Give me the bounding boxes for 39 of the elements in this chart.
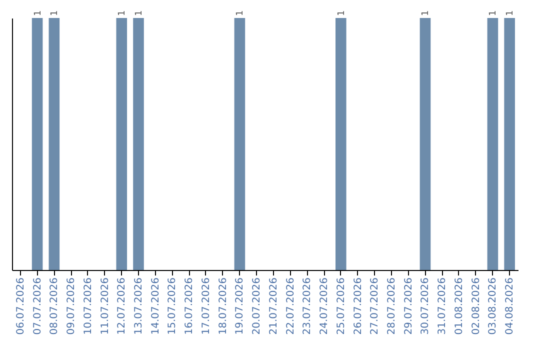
x-tick-label: 28.07.2026 xyxy=(386,278,398,335)
data-label: 1 xyxy=(118,10,128,16)
x-tick-label: 01.08.2026 xyxy=(454,278,465,335)
x-tick-label: 26.07.2026 xyxy=(352,278,364,335)
x-tick-label: 08.07.2026 xyxy=(49,278,60,335)
x-tick-label: 02.08.2026 xyxy=(470,278,482,335)
x-tick-label: 19.07.2026 xyxy=(234,278,246,335)
data-label: 1 xyxy=(33,10,44,16)
x-tick-label: 23.07.2026 xyxy=(302,278,314,335)
x-tick-label: 18.07.2026 xyxy=(218,278,229,335)
x-tick-label: 14.07.2026 xyxy=(150,278,162,335)
x-tick-label: 17.07.2026 xyxy=(200,278,212,335)
x-tick-label: 04.08.2026 xyxy=(504,278,516,335)
data-label: 1 xyxy=(506,10,516,16)
x-tick-label: 21.07.2026 xyxy=(268,278,280,335)
x-tick-label: 15.07.2026 xyxy=(167,278,178,335)
x-tick-label: 27.07.2026 xyxy=(370,278,381,335)
x-tick-label: 06.07.2026 xyxy=(15,278,26,335)
x-tick-label: 24.07.2026 xyxy=(319,278,330,335)
data-label: 1 xyxy=(421,10,432,16)
x-tick-label: 16.07.2026 xyxy=(184,278,196,335)
x-tick-label: 31.07.2026 xyxy=(437,278,448,335)
x-tick-label: 25.07.2026 xyxy=(336,278,347,335)
x-tick-label: 30.07.2026 xyxy=(420,278,432,335)
x-tick-label: 11.07.2026 xyxy=(100,278,111,335)
x-tick-label: 29.07.2026 xyxy=(403,278,414,335)
x-tick-label: 13.07.2026 xyxy=(134,278,144,335)
data-label: 1 xyxy=(488,10,499,16)
data-label: 1 xyxy=(50,10,60,16)
x-tick-label: 12.07.2026 xyxy=(116,278,128,335)
x-tick-label: 09.07.2026 xyxy=(66,278,78,335)
x-tick-label: 20.07.2026 xyxy=(252,278,263,335)
data-label: 1 xyxy=(134,10,144,16)
x-tick-label: 10.07.2026 xyxy=(82,278,94,335)
x-tick-label: 07.07.2026 xyxy=(32,278,44,335)
x-tick-label: 03.08.2026 xyxy=(488,278,499,335)
data-label: 1 xyxy=(236,10,246,16)
x-tick-label: 22.07.2026 xyxy=(285,278,296,335)
data-label: 1 xyxy=(336,10,347,16)
